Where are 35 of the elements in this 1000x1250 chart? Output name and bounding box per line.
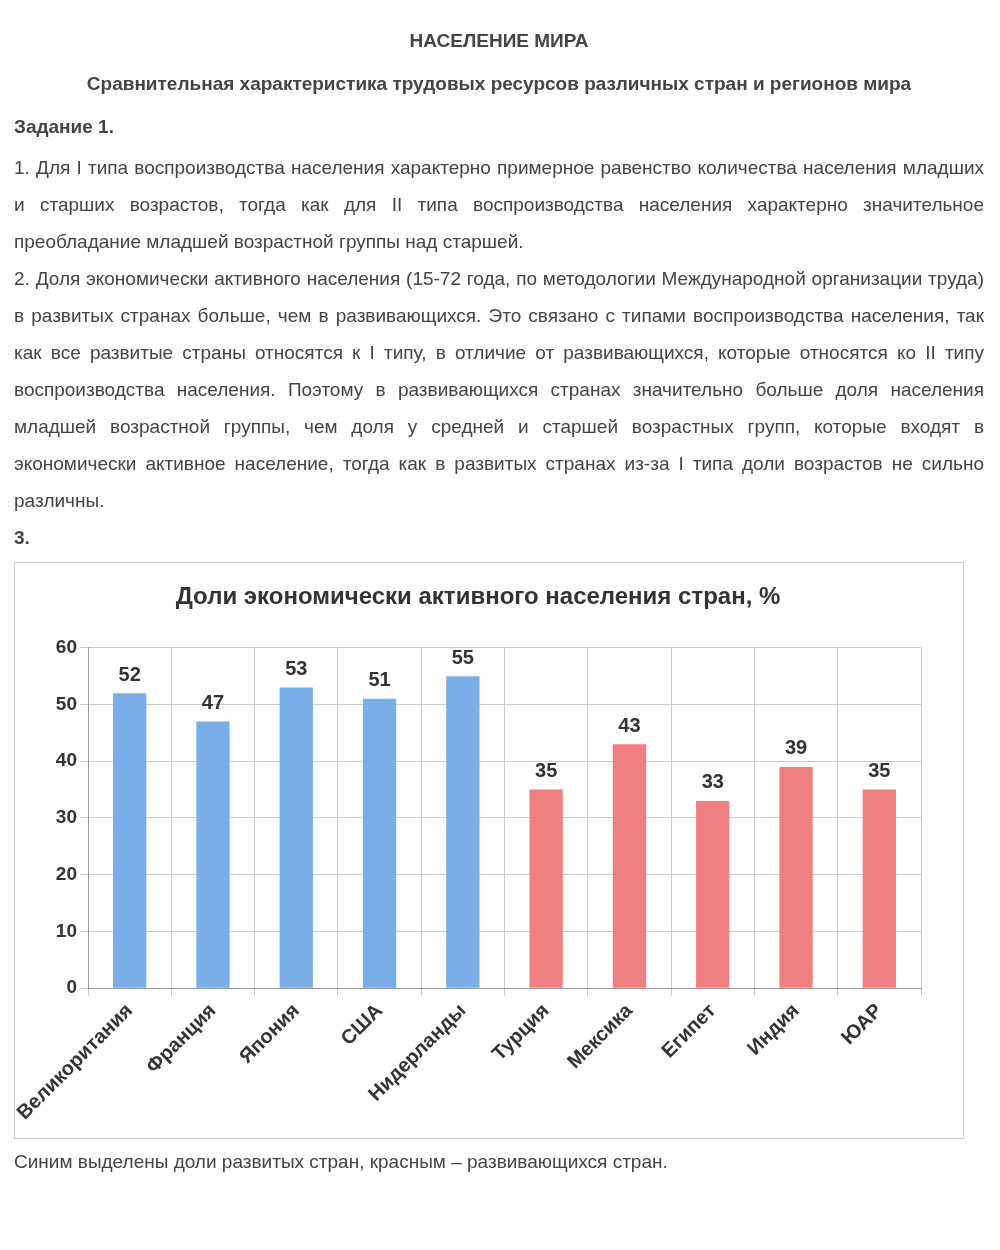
data-label: 53 xyxy=(285,657,308,680)
bar xyxy=(862,789,897,988)
bar xyxy=(612,744,647,988)
chart-title: Доли экономически активного населения стран, % xyxy=(175,582,781,610)
bar xyxy=(779,766,813,988)
bar xyxy=(112,693,147,988)
text: НАСЕЛЕНИЕ МИРА xyxy=(408,29,590,53)
data-label: 39 xyxy=(784,736,808,759)
y-tick-label: 60 xyxy=(55,636,77,658)
data-label: 52 xyxy=(118,662,141,685)
data-label: 43 xyxy=(618,713,641,736)
bar xyxy=(196,721,230,988)
text: 2. Доля экономически активного населения (15-72 года, по методологии Международной организации труда) в развитых странах больше, чем в развивающихся. Это связано с типами воспроизводства населения, так как все развитые страны относятся к I типу, в отличие от развивающихся, которые относятся ко II типу воспроизводства населения. Поэтому в развивающихся странах значительно больше доля населения младшей возрастной группы, чем доля у средней и старшей возрастных групп, которые входят в экономически активное население, тогда как в развитых странах из-за I типа доли возрастов не сильно различны. xyxy=(14,267,984,513)
bar xyxy=(279,687,313,988)
y-tick-label: 50 xyxy=(55,692,77,714)
y-tick-label: 40 xyxy=(55,749,77,771)
data-label: 35 xyxy=(535,759,558,782)
text: 3. xyxy=(14,526,31,550)
text: Сравнительная характеристика трудовых ресурсов различных стран и регионов мира xyxy=(85,72,913,96)
data-label: 47 xyxy=(201,691,225,714)
data-label: 55 xyxy=(451,645,474,668)
data-label: 35 xyxy=(868,759,891,782)
bar xyxy=(696,800,730,988)
data-label: 33 xyxy=(701,770,724,793)
text: 1. Для I типа воспроизводства населения характерно примерное равенство количества населения младших и старших возрастов, тогда как для II типа воспроизводства населения характерно значительное преобладание младшей возрастной группы над старшей. xyxy=(14,156,984,254)
y-tick-label: 30 xyxy=(55,806,77,828)
y-tick-label: 0 xyxy=(66,976,77,998)
bar xyxy=(362,698,397,988)
y-tick-label: 10 xyxy=(55,919,77,941)
y-tick-label: 20 xyxy=(55,862,77,884)
bar xyxy=(529,789,563,988)
data-label: 51 xyxy=(368,668,391,691)
text: Задание 1. xyxy=(14,115,115,139)
text: Синим выделены доли развитых стран, красным – развивающихся стран. xyxy=(14,1150,669,1174)
bar xyxy=(446,676,480,988)
